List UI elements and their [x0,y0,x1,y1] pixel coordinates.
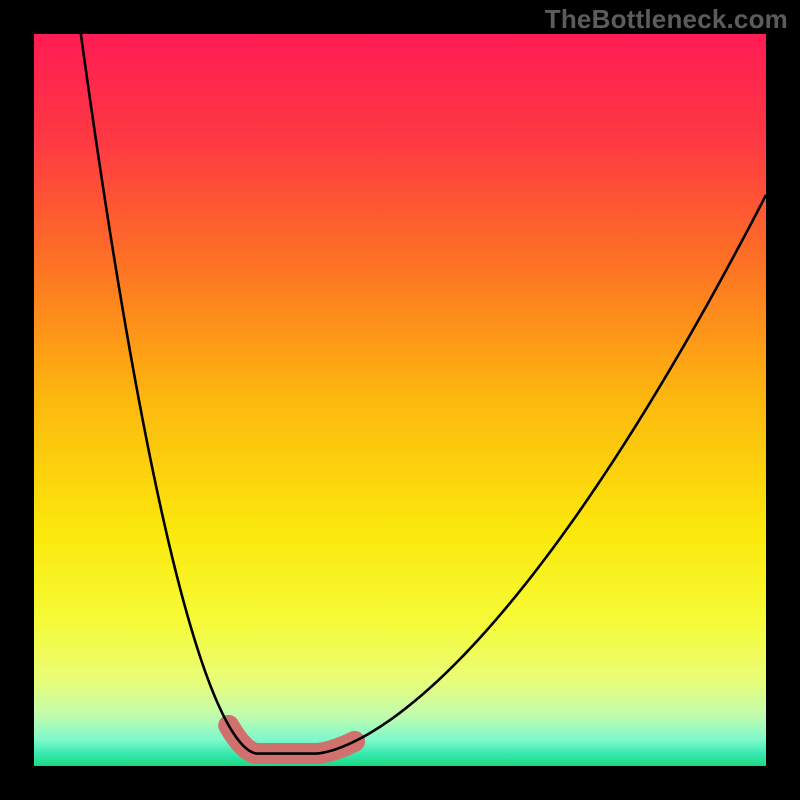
watermark-text: TheBottleneck.com [545,4,788,35]
bottleneck-curve [81,34,766,754]
curve-layer [34,34,766,766]
plot-area [34,34,766,766]
chart-canvas: TheBottleneck.com [0,0,800,800]
